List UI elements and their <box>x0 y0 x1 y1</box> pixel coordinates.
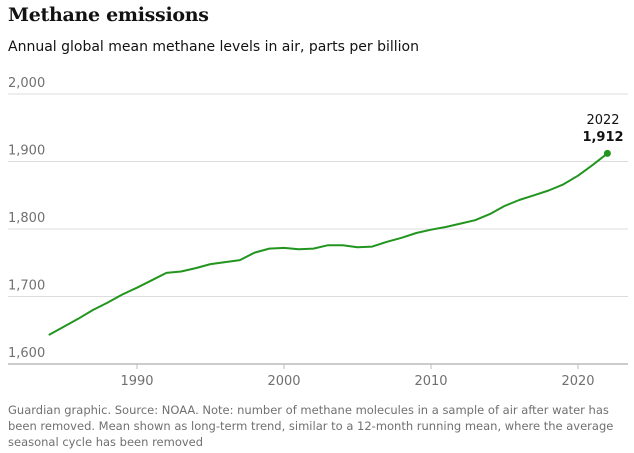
x-tick-label: 2020 <box>561 374 594 389</box>
line-chart: 1,600 1,700 1,800 1,900 2,000 1990 2000 2010 20… <box>8 76 628 389</box>
x-tick-label: 2010 <box>414 374 447 389</box>
source-note: Guardian graphic. Source: NOAA. Note: nu… <box>8 403 614 449</box>
y-tick-label: 1,700 <box>8 279 45 294</box>
y-tick-label: 1,800 <box>8 211 45 226</box>
x-tick-label: 1990 <box>120 374 153 389</box>
chart-subtitle: Annual global mean methane levels in air… <box>8 39 419 55</box>
methane-line <box>48 152 609 336</box>
y-tick-label: 2,000 <box>8 76 45 91</box>
annotation-value: 1,912 <box>582 130 623 145</box>
y-tick-label: 1,600 <box>8 346 45 361</box>
annotation-year: 2022 <box>586 113 619 128</box>
x-tick-label: 2000 <box>267 374 300 389</box>
data-point <box>603 149 611 157</box>
y-tick-label: 1,900 <box>8 144 45 159</box>
chart-title: Methane emissions <box>8 4 209 26</box>
